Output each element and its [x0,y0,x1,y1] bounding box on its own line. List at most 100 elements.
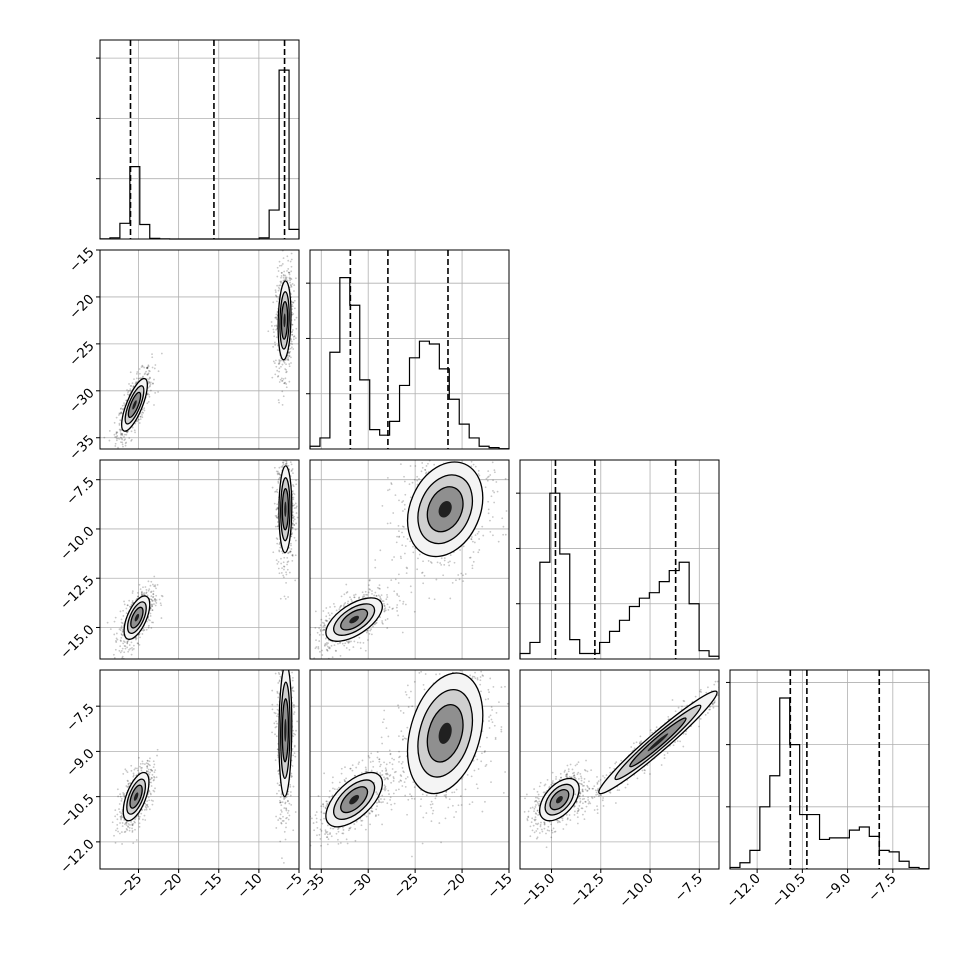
sample-point [154,585,157,588]
sample-point [133,429,136,432]
sample-point [146,800,149,803]
sample-point [148,763,150,766]
sample-point [276,503,279,506]
sample-point [277,470,279,473]
sample-point [280,648,282,650]
sample-point [280,280,283,283]
sample-point [395,606,398,609]
sample-point [459,549,461,551]
sample-point [275,515,278,517]
sample-point [282,378,285,380]
sample-point [149,377,151,379]
sample-point [284,445,286,447]
sample-point [280,275,283,277]
sample-point [323,644,326,647]
sample-point [350,598,353,601]
sample-point [281,857,283,860]
sample-point [121,647,124,650]
sample-point [279,378,282,381]
sample-point [144,372,147,375]
sample-point [123,603,126,606]
sample-point [124,830,127,833]
sample-point [282,639,284,641]
sample-point [278,362,281,365]
sample-point [275,365,278,368]
panel-frame [309,459,510,660]
sample-point [315,646,318,648]
sample-point [131,829,134,832]
sample-point [289,279,291,282]
sample-point [123,435,125,438]
sample-point [293,284,296,287]
sample-point [448,564,451,567]
sample-point [287,259,290,262]
sample-point [138,756,140,759]
sample-point [456,449,458,451]
sample-point [284,636,286,638]
sample-point [114,464,116,466]
sample-point [366,629,369,632]
sample-point [275,665,277,667]
sample-point [276,521,279,523]
sample-point [138,817,141,820]
sample-point [497,540,500,543]
sample-point [140,590,143,593]
sample-point [291,555,294,557]
sample-point [271,486,274,489]
sample-point [381,621,384,624]
sample-point [275,325,278,328]
sample-point [358,597,360,599]
sample-point [323,624,326,627]
sample-point [307,663,309,665]
sample-point [292,335,295,338]
sample-point [402,500,405,502]
panel-frame [729,669,930,870]
sample-point [152,593,155,595]
sample-point [404,603,407,606]
sample-point [347,641,350,644]
sample-point [115,431,118,434]
sample-point [131,823,134,826]
sample-point [122,445,124,448]
sample-point [283,595,286,598]
sample-point [293,704,296,707]
sample-point [122,634,124,637]
sample-point [149,384,152,387]
sample-point [422,560,424,563]
sample-point [289,550,291,553]
sample-point [294,337,297,340]
sample-point [372,625,374,628]
sample-point [118,412,121,415]
sample-point [133,768,136,771]
sample-point [147,772,150,775]
sample-point [288,380,291,383]
sample-point [289,450,291,452]
sample-point [286,563,288,566]
sample-point [276,708,279,711]
sample-point [383,610,386,613]
sample-point [282,276,285,279]
sample-point [291,526,294,529]
sample-point [273,722,276,725]
sample-point [151,600,154,602]
sample-point [553,502,555,504]
sample-point [282,565,285,568]
sample-point [321,654,324,656]
sample-point [139,588,142,591]
sample-point [412,551,415,554]
sample-point [128,826,131,829]
sample-point [150,591,152,594]
sample-point [277,399,280,401]
sample-point [345,647,348,649]
sample-point [283,605,285,607]
sample-point [285,462,288,465]
sample-point [326,650,329,652]
sample-point [487,512,490,515]
sample-point [119,795,122,798]
sample-point [412,545,414,548]
sample-point [433,598,436,601]
sample-point [150,598,153,601]
sample-point [126,431,129,434]
sample-point [400,557,402,560]
sample-point [142,629,145,632]
